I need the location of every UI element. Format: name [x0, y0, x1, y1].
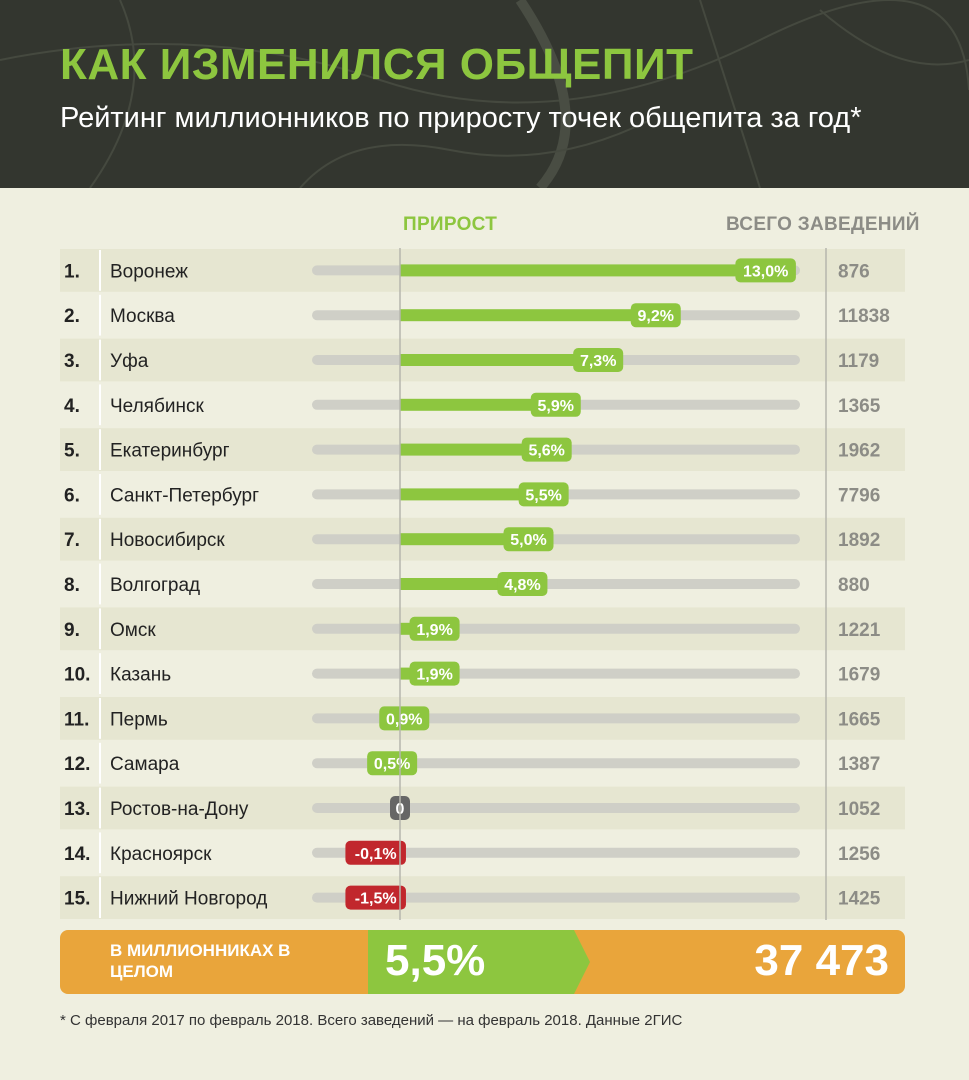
row-city: Ростов-на-Дону — [110, 799, 249, 820]
row-total: 1365 — [838, 396, 881, 417]
row-total: 1962 — [838, 441, 880, 462]
bar-value-label: 4,8% — [504, 577, 540, 594]
map-background — [0, 0, 969, 188]
bar-label-box — [518, 482, 569, 507]
bar-track — [312, 579, 800, 589]
row-total: 1679 — [838, 665, 880, 686]
row-rank: 5. — [64, 441, 80, 462]
row-total: 1179 — [838, 351, 879, 372]
bar-track — [312, 758, 800, 769]
bar-value — [400, 264, 794, 277]
bar-value-label: -1,5% — [355, 891, 397, 908]
row-city: Омск — [110, 620, 156, 641]
row-rank: 2. — [64, 306, 80, 327]
bar-value — [400, 309, 679, 322]
bar-label-box — [573, 348, 624, 372]
row-rank: 13. — [64, 799, 90, 820]
row-city: Воронеж — [110, 261, 188, 282]
summary-total-value: 37 473 — [754, 936, 889, 985]
row-total: 11838 — [838, 306, 890, 327]
bar-value-label: 5,0% — [510, 532, 546, 549]
row-total: 1256 — [838, 844, 880, 865]
bar-label-box — [735, 258, 796, 283]
row-rank: 14. — [64, 844, 90, 865]
bar-track — [312, 847, 800, 858]
bar-value-label: 13,0% — [743, 263, 788, 280]
row-city: Красноярск — [110, 844, 212, 865]
bar-value-label: 1,9% — [416, 622, 452, 639]
bar-value-label: -0,1% — [355, 846, 397, 863]
row-total: 1665 — [838, 709, 881, 730]
row-city: Москва — [110, 306, 175, 327]
bar-value-label: 5,6% — [528, 443, 564, 460]
bar-track — [312, 803, 800, 813]
row-rank: 8. — [64, 575, 80, 596]
bar-track — [312, 623, 800, 634]
row-rank: 4. — [64, 396, 80, 417]
bar-track — [312, 668, 800, 679]
row-city: Новосибирск — [110, 530, 225, 551]
row-total: 1425 — [838, 889, 881, 910]
row-rank: 15. — [64, 889, 90, 910]
column-header-total: ВСЕГО ЗАВЕДЕНИЙ — [726, 214, 920, 235]
row-rank: 12. — [64, 754, 90, 775]
row-city: Челябинск — [110, 396, 204, 417]
summary-bar: В МИЛЛИОННИКАХ В ЦЕЛОМ 5,5% 37 473 — [60, 930, 905, 994]
row-city: Самара — [110, 754, 180, 775]
row-city: Казань — [110, 665, 171, 686]
bar-track — [312, 892, 800, 903]
bar-track — [312, 534, 800, 545]
bar-label-box — [630, 303, 681, 328]
row-rank: 3. — [64, 351, 80, 372]
footnote: * С февраля 2017 по февраль 2018. Всего … — [60, 1012, 683, 1029]
row-total: 1892 — [838, 530, 880, 551]
bar-value-label: 1,9% — [416, 667, 452, 684]
bar-value-label: 5,9% — [538, 398, 574, 415]
row-total: 1052 — [838, 799, 880, 820]
bar-value-label: 9,2% — [638, 308, 674, 325]
bar-label-box — [367, 751, 418, 776]
row-city: Санкт-Петербург — [110, 485, 259, 506]
bar-value-label: 5,5% — [525, 487, 561, 504]
row-rank: 1. — [64, 261, 80, 282]
bar-value-label: 0,5% — [374, 756, 410, 773]
row-total: 7796 — [838, 485, 880, 506]
bar-track — [312, 713, 800, 724]
page-title: КАК ИЗМЕНИЛСЯ ОБЩЕПИТ — [60, 40, 694, 89]
summary-growth-block — [368, 930, 574, 994]
summary-arrow — [574, 930, 590, 994]
row-city: Уфа — [110, 351, 149, 372]
bar-label-box — [497, 572, 548, 596]
bar-label-box — [379, 706, 430, 731]
bar-label-box — [530, 392, 581, 417]
row-rank: 10. — [64, 665, 90, 686]
bar-value-label: 7,3% — [580, 353, 616, 370]
row-city: Нижний Новгород — [110, 889, 267, 910]
row-rank: 11. — [64, 709, 89, 730]
bar-value — [400, 354, 622, 366]
row-total: 876 — [838, 261, 870, 282]
row-city: Пермь — [110, 709, 168, 730]
summary-label: В МИЛЛИОННИКАХ В ЦЕЛОМ — [110, 941, 291, 981]
bar-label-box — [409, 661, 460, 686]
row-total: 1387 — [838, 754, 880, 775]
row-city: Волгоград — [110, 575, 200, 596]
bar-label-box — [345, 885, 406, 910]
bar-label-box — [521, 437, 572, 462]
column-header-growth: ПРИРОСТ — [403, 214, 498, 235]
row-rank: 9. — [64, 620, 80, 641]
header-banner: КАК ИЗМЕНИЛСЯ ОБЩЕПИТ Рейтинг миллионник… — [0, 0, 969, 188]
row-city: Екатеринбург — [110, 441, 230, 462]
summary-growth-value: 5,5% — [385, 936, 486, 985]
bar-value-label: 0,9% — [386, 711, 422, 728]
bar-label-box — [409, 616, 460, 641]
row-rank: 6. — [64, 485, 80, 506]
row-rank: 7. — [64, 530, 80, 551]
page-subtitle: Рейтинг миллионников по приросту точек о… — [60, 102, 862, 134]
bar-label-box — [503, 527, 554, 552]
row-total: 1221 — [838, 620, 881, 641]
bar-label-box — [345, 840, 406, 865]
row-total: 880 — [838, 575, 870, 596]
